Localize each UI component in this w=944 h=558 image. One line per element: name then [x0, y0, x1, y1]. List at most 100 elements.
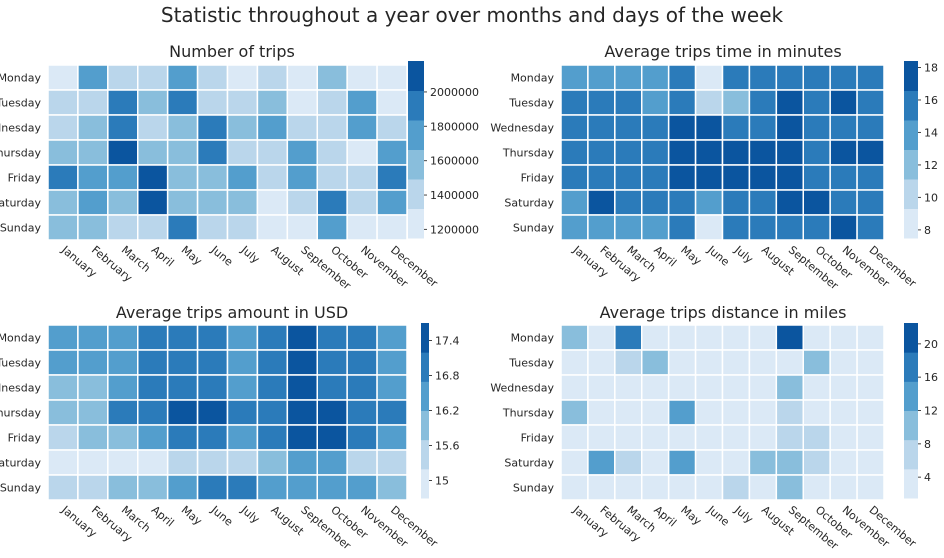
heatmap-cells	[560, 324, 885, 501]
heatmap-cell	[256, 64, 289, 91]
colorbar-tick-label: 4	[924, 471, 931, 484]
heatmap-cell	[667, 114, 697, 141]
heatmap-cell	[614, 424, 643, 451]
heatmap-cell	[196, 474, 229, 501]
heatmap-cell	[346, 424, 378, 451]
colorbar-segment	[421, 410, 429, 441]
heatmap-cell	[107, 114, 139, 141]
heatmap-cell	[614, 164, 643, 191]
colorbar-tick-label: 1800000	[430, 120, 479, 133]
y-tick-labels: Monday Tuesday Wednesday Thursday Friday Satu…	[490, 72, 554, 235]
heatmap-cell	[166, 474, 199, 501]
heatmap-cell	[802, 64, 831, 91]
heatmap-cell	[226, 374, 259, 401]
colorbar-segment	[421, 352, 429, 382]
heatmap-cell	[802, 214, 831, 241]
heatmap-cell	[107, 214, 139, 241]
heatmap-cell	[376, 189, 408, 216]
heatmap-cell	[47, 324, 79, 351]
heatmap-cell	[196, 214, 229, 241]
heatmap-cell	[694, 164, 724, 191]
heatmap-cell	[694, 474, 724, 501]
heatmap-cell	[775, 474, 804, 501]
heatmap-cell	[667, 89, 697, 116]
heatmap-cell	[829, 449, 858, 476]
heatmap-cell	[376, 424, 408, 451]
heatmap-cell	[829, 89, 858, 116]
heatmap-cell	[560, 349, 589, 376]
heatmap-cell	[226, 89, 259, 116]
heatmap-cell	[802, 114, 831, 141]
colorbar: 20 16 12 8 4	[904, 323, 938, 499]
colorbar: 17.4 16.8 16.2 15.6 15	[421, 323, 460, 499]
colorbar-tick-label: 16.2	[435, 405, 460, 418]
heatmap-cell	[47, 164, 79, 191]
heatmap-cell	[137, 189, 169, 216]
heatmap-cell	[47, 114, 79, 141]
heatmap-cell	[316, 424, 348, 451]
heatmap-cell	[667, 64, 697, 91]
heatmap-cell	[137, 324, 169, 351]
y-tick-label: Saturday	[0, 457, 41, 470]
heatmap-cell	[641, 424, 670, 451]
y-tick-label: Friday	[8, 172, 42, 185]
colorbar-tick-label: 1200000	[430, 223, 479, 236]
heatmap-cell	[775, 349, 804, 376]
heatmap-cell	[316, 64, 348, 91]
heatmap-cell	[587, 424, 616, 451]
y-tick-label: Tuesday	[0, 97, 41, 110]
heatmap-cell	[196, 349, 229, 376]
heatmap-cell	[226, 399, 259, 426]
heatmap-cell	[316, 114, 348, 141]
colorbar-tick-label: 16.8	[435, 370, 460, 383]
heatmap-cell	[748, 189, 778, 216]
heatmap-cell	[137, 214, 169, 241]
x-tick-label: May	[179, 503, 205, 528]
heatmap-cell	[775, 424, 804, 451]
colorbar-tick-label: 12	[924, 405, 938, 418]
heatmap-cell	[587, 399, 616, 426]
heatmap-cell	[560, 374, 589, 401]
heatmap-cell	[829, 164, 858, 191]
panel-title: Average trips amount in USD	[116, 303, 348, 322]
colorbar-segment	[421, 468, 429, 499]
heatmap-cell	[721, 139, 751, 166]
colorbar-tick-label: 12	[924, 159, 938, 172]
x-tick-label: April	[149, 503, 177, 529]
heatmap-cell	[256, 89, 289, 116]
heatmap-cell	[316, 449, 348, 476]
colorbar-segment	[408, 90, 424, 121]
heatmap-cell	[77, 139, 109, 166]
heatmap-cell	[346, 139, 378, 166]
heatmap-cell	[47, 474, 79, 501]
heatmap-cell	[614, 64, 643, 91]
colorbar-segment	[408, 120, 424, 150]
heatmap-cell	[721, 164, 751, 191]
heatmap-cell	[721, 189, 751, 216]
heatmap-cell	[829, 324, 858, 351]
heatmap-cell	[137, 374, 169, 401]
heatmap-cell	[47, 64, 79, 91]
y-tick-label: Monday	[0, 332, 41, 345]
heatmap-cell	[166, 164, 199, 191]
colorbar-segment	[904, 61, 918, 91]
heatmap-cell	[829, 214, 858, 241]
colorbar-segment	[904, 439, 918, 470]
heatmap-cell	[256, 214, 289, 241]
heatmap-cell	[137, 349, 169, 376]
y-tick-label: Monday	[511, 332, 555, 345]
heatmap-cell	[748, 324, 778, 351]
x-tick-label: July	[731, 503, 756, 527]
heatmap-cell	[286, 374, 319, 401]
heatmap-cell	[286, 214, 319, 241]
heatmap-cell	[641, 449, 670, 476]
heatmap-cell	[346, 189, 378, 216]
heatmap-cell	[694, 189, 724, 216]
heatmap-cell	[802, 449, 831, 476]
heatmap-cell	[721, 64, 751, 91]
heatmap-cell	[560, 474, 589, 501]
heatmap-cell	[775, 374, 804, 401]
heatmap-cell	[137, 64, 169, 91]
